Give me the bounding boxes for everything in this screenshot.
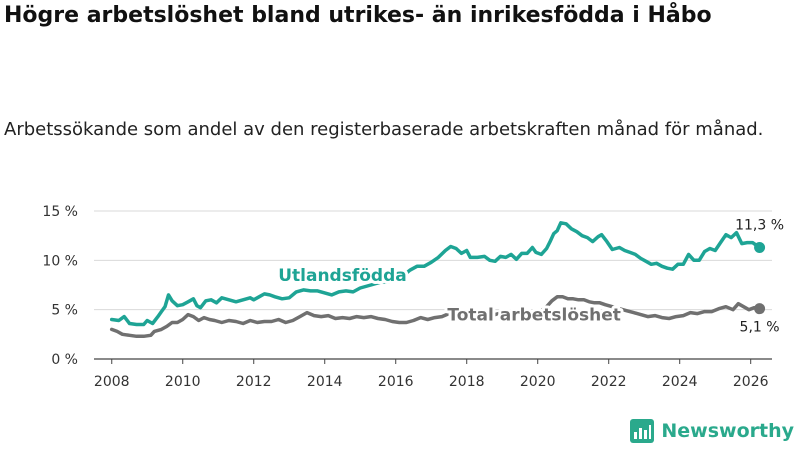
x-tick-label: 2022 (591, 374, 627, 390)
series-label: Total arbetslöshet (447, 306, 621, 326)
x-tick-label: 2016 (378, 374, 414, 390)
series-line-utlandsfodda (109, 221, 762, 327)
x-tick-label: 2012 (236, 374, 272, 390)
y-tick-label: 5 % (51, 303, 78, 319)
x-tick-label: 2024 (662, 374, 698, 390)
series-label-halo: Utlandsfödda (278, 266, 407, 286)
x-tick-label: 2020 (520, 374, 556, 390)
x-tick-label: 2008 (94, 374, 130, 390)
series-endpoint (754, 242, 766, 254)
x-tick-label: 2026 (733, 374, 769, 390)
end-value-label: 5,1 % (740, 320, 780, 336)
x-tick-label: 2018 (449, 374, 485, 390)
series-labels: 11,3 %5,1 %UtlandsföddaUtlandsföddaTotal… (275, 218, 784, 336)
y-tick-label: 10 % (42, 253, 78, 269)
y-tick-label: 0 % (51, 352, 78, 368)
chart-title: Högre arbetslöshet bland utrikes- än inr… (4, 3, 712, 28)
series-label: Utlandsfödda (278, 266, 407, 286)
chart-subtitle: Arbetssökande som andel av den registerb… (4, 119, 764, 140)
x-axis: 2008 2010 2012 2014 2016 2018 2020 2022 2024 2026 (94, 359, 769, 390)
x-tick-label: 2014 (307, 374, 343, 390)
end-value-label: 11,3 % (735, 218, 784, 234)
series-endpoint (754, 303, 766, 315)
grid (94, 210, 772, 360)
series-line-total (109, 295, 762, 339)
brand-logo: Newsworthy (629, 418, 794, 444)
x-tick-label: 2010 (165, 374, 201, 390)
series-label-halo: Total arbetslöshet (447, 306, 621, 326)
y-tick-label: 15 % (42, 204, 78, 220)
brand-name: Newsworthy (661, 420, 794, 442)
newsworthy-logo-icon (630, 419, 655, 443)
y-axis: 0 % 5 % 10 % 15 % (42, 204, 78, 368)
series-lines (109, 221, 766, 339)
